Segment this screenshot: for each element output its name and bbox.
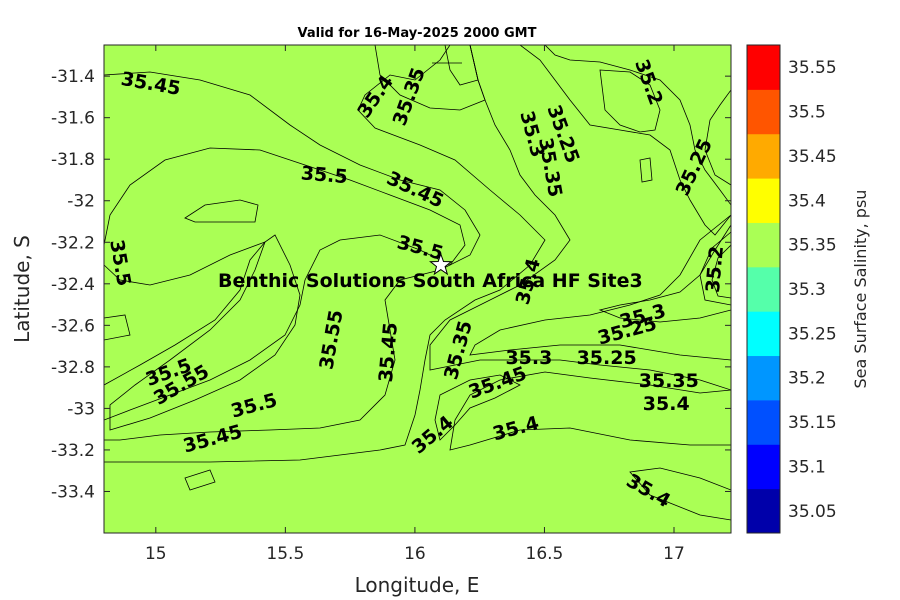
contour-map-area[interactable] — [104, 45, 731, 533]
colorbar-tick-label: 35.05 — [788, 502, 837, 522]
y-tick-label: -32 — [67, 192, 95, 212]
x-tick-label: 15 — [145, 544, 167, 564]
patch-35-3-north-inner — [599, 69, 661, 133]
patch-35-4-west-edge — [104, 314, 131, 341]
x-tick-label: 17 — [663, 544, 685, 564]
colorbar-tick-label: 35.5 — [788, 103, 826, 123]
colorbar — [747, 45, 780, 534]
site-label: Benthic Solutions South Africa HF Site3 — [218, 270, 643, 292]
colorbar-tick-label: 35.35 — [788, 236, 837, 256]
map-title: Valid for 16-May-2025 2000 GMT — [298, 26, 537, 41]
y-tick-label: -31.4 — [51, 67, 95, 87]
site-star-icon[interactable] — [429, 252, 453, 276]
patch-35-4-southwest — [184, 469, 216, 491]
y-tick-label: -32.4 — [51, 275, 95, 295]
band-35-4-east — [449, 371, 731, 451]
patch-35-3-north-center — [444, 45, 479, 86]
patch-35-2-small — [639, 157, 653, 183]
colorbar-tick-label: 35.1 — [788, 457, 826, 477]
y-tick-label: -33.2 — [51, 441, 95, 461]
colorbar-label: Sea Surface Salinity, psu — [851, 190, 870, 389]
band-35-35-east — [429, 45, 731, 391]
site-marker[interactable] — [429, 252, 453, 276]
band-35-15-core — [699, 231, 731, 306]
band-35-3-north — [519, 45, 731, 236]
y-axis-ticks: -31.4 -31.6 -31.8 -32 -32.2 -32.4 -32.6 -32.8 -3… — [51, 67, 731, 502]
band-35-1-core — [711, 244, 731, 299]
contour-label: 35.5 — [300, 162, 349, 188]
colorbar-swatch — [747, 89, 780, 135]
colorbar-tick-label: 35.2 — [788, 369, 826, 389]
band-35-55-core — [109, 234, 301, 431]
colorbar-frame — [746, 44, 781, 534]
contour-label: 35.25 — [577, 347, 637, 369]
patch-35-55-north — [184, 199, 259, 223]
colorbar-swatch — [747, 133, 780, 179]
x-tick-label: 15.5 — [266, 544, 304, 564]
axes-frame — [103, 44, 732, 534]
y-tick-label: -33 — [67, 399, 95, 419]
colorbar-swatch — [747, 311, 780, 357]
colorbar-tick-label: 35.25 — [788, 324, 837, 344]
y-tick-label: -32.2 — [51, 233, 95, 253]
band-35-25-mid — [598, 224, 731, 323]
contour-label: 35.3 — [505, 347, 552, 369]
y-tick-label: -32.6 — [51, 316, 95, 336]
band-35-25-north — [544, 45, 731, 206]
band-35-45-main — [104, 71, 481, 441]
colorbar-swatch — [747, 178, 780, 223]
x-axis-label: Longitude, E — [355, 573, 480, 597]
colorbar-swatch — [747, 444, 780, 490]
colorbar-tick-label: 35.55 — [788, 58, 837, 78]
colorbar-swatch — [747, 355, 780, 401]
band-35-4-southeast — [629, 467, 731, 521]
colorbar-ticks: 35.05 35.1 35.15 35.2 35.25 35.3 35.35 35.4 35.4… — [788, 58, 837, 522]
colorbar-tick-label: 35.3 — [788, 280, 826, 300]
y-tick-label: -33.4 — [51, 482, 95, 502]
colorbar-swatch — [747, 399, 780, 445]
y-tick-label: -31.8 — [51, 150, 95, 170]
x-tick-label: 16 — [404, 544, 426, 564]
colorbar-swatch — [747, 266, 780, 312]
colorbar-swatch — [747, 45, 780, 90]
y-tick-label: -32.8 — [51, 358, 95, 378]
contour-label: 35.2 — [702, 245, 728, 294]
band-35-2-north — [704, 89, 731, 186]
contour-label: 35.4 — [643, 393, 690, 415]
band-35-4-west — [104, 45, 546, 463]
band-35-3-mid — [469, 214, 731, 361]
colorbar-swatch — [747, 488, 780, 534]
colorbar-tick-label: 35.15 — [788, 413, 837, 433]
band-35-5-hook — [104, 147, 466, 421]
x-axis-ticks: 15 15.5 16 16.5 17 — [145, 45, 685, 564]
colorbar-tick-label: 35.4 — [788, 191, 826, 211]
patch-35-45-central — [434, 374, 521, 441]
x-tick-label: 16.5 — [526, 544, 564, 564]
colorbar-tick-label: 35.45 — [788, 147, 837, 167]
band-35-4-base — [104, 45, 731, 533]
y-tick-label: -31.6 — [51, 109, 95, 129]
contour-label: 35.45 — [375, 321, 402, 383]
colorbar-swatch — [747, 222, 780, 268]
y-axis-label: Latitude, S — [10, 235, 34, 343]
contour-label: 35.35 — [639, 370, 699, 392]
